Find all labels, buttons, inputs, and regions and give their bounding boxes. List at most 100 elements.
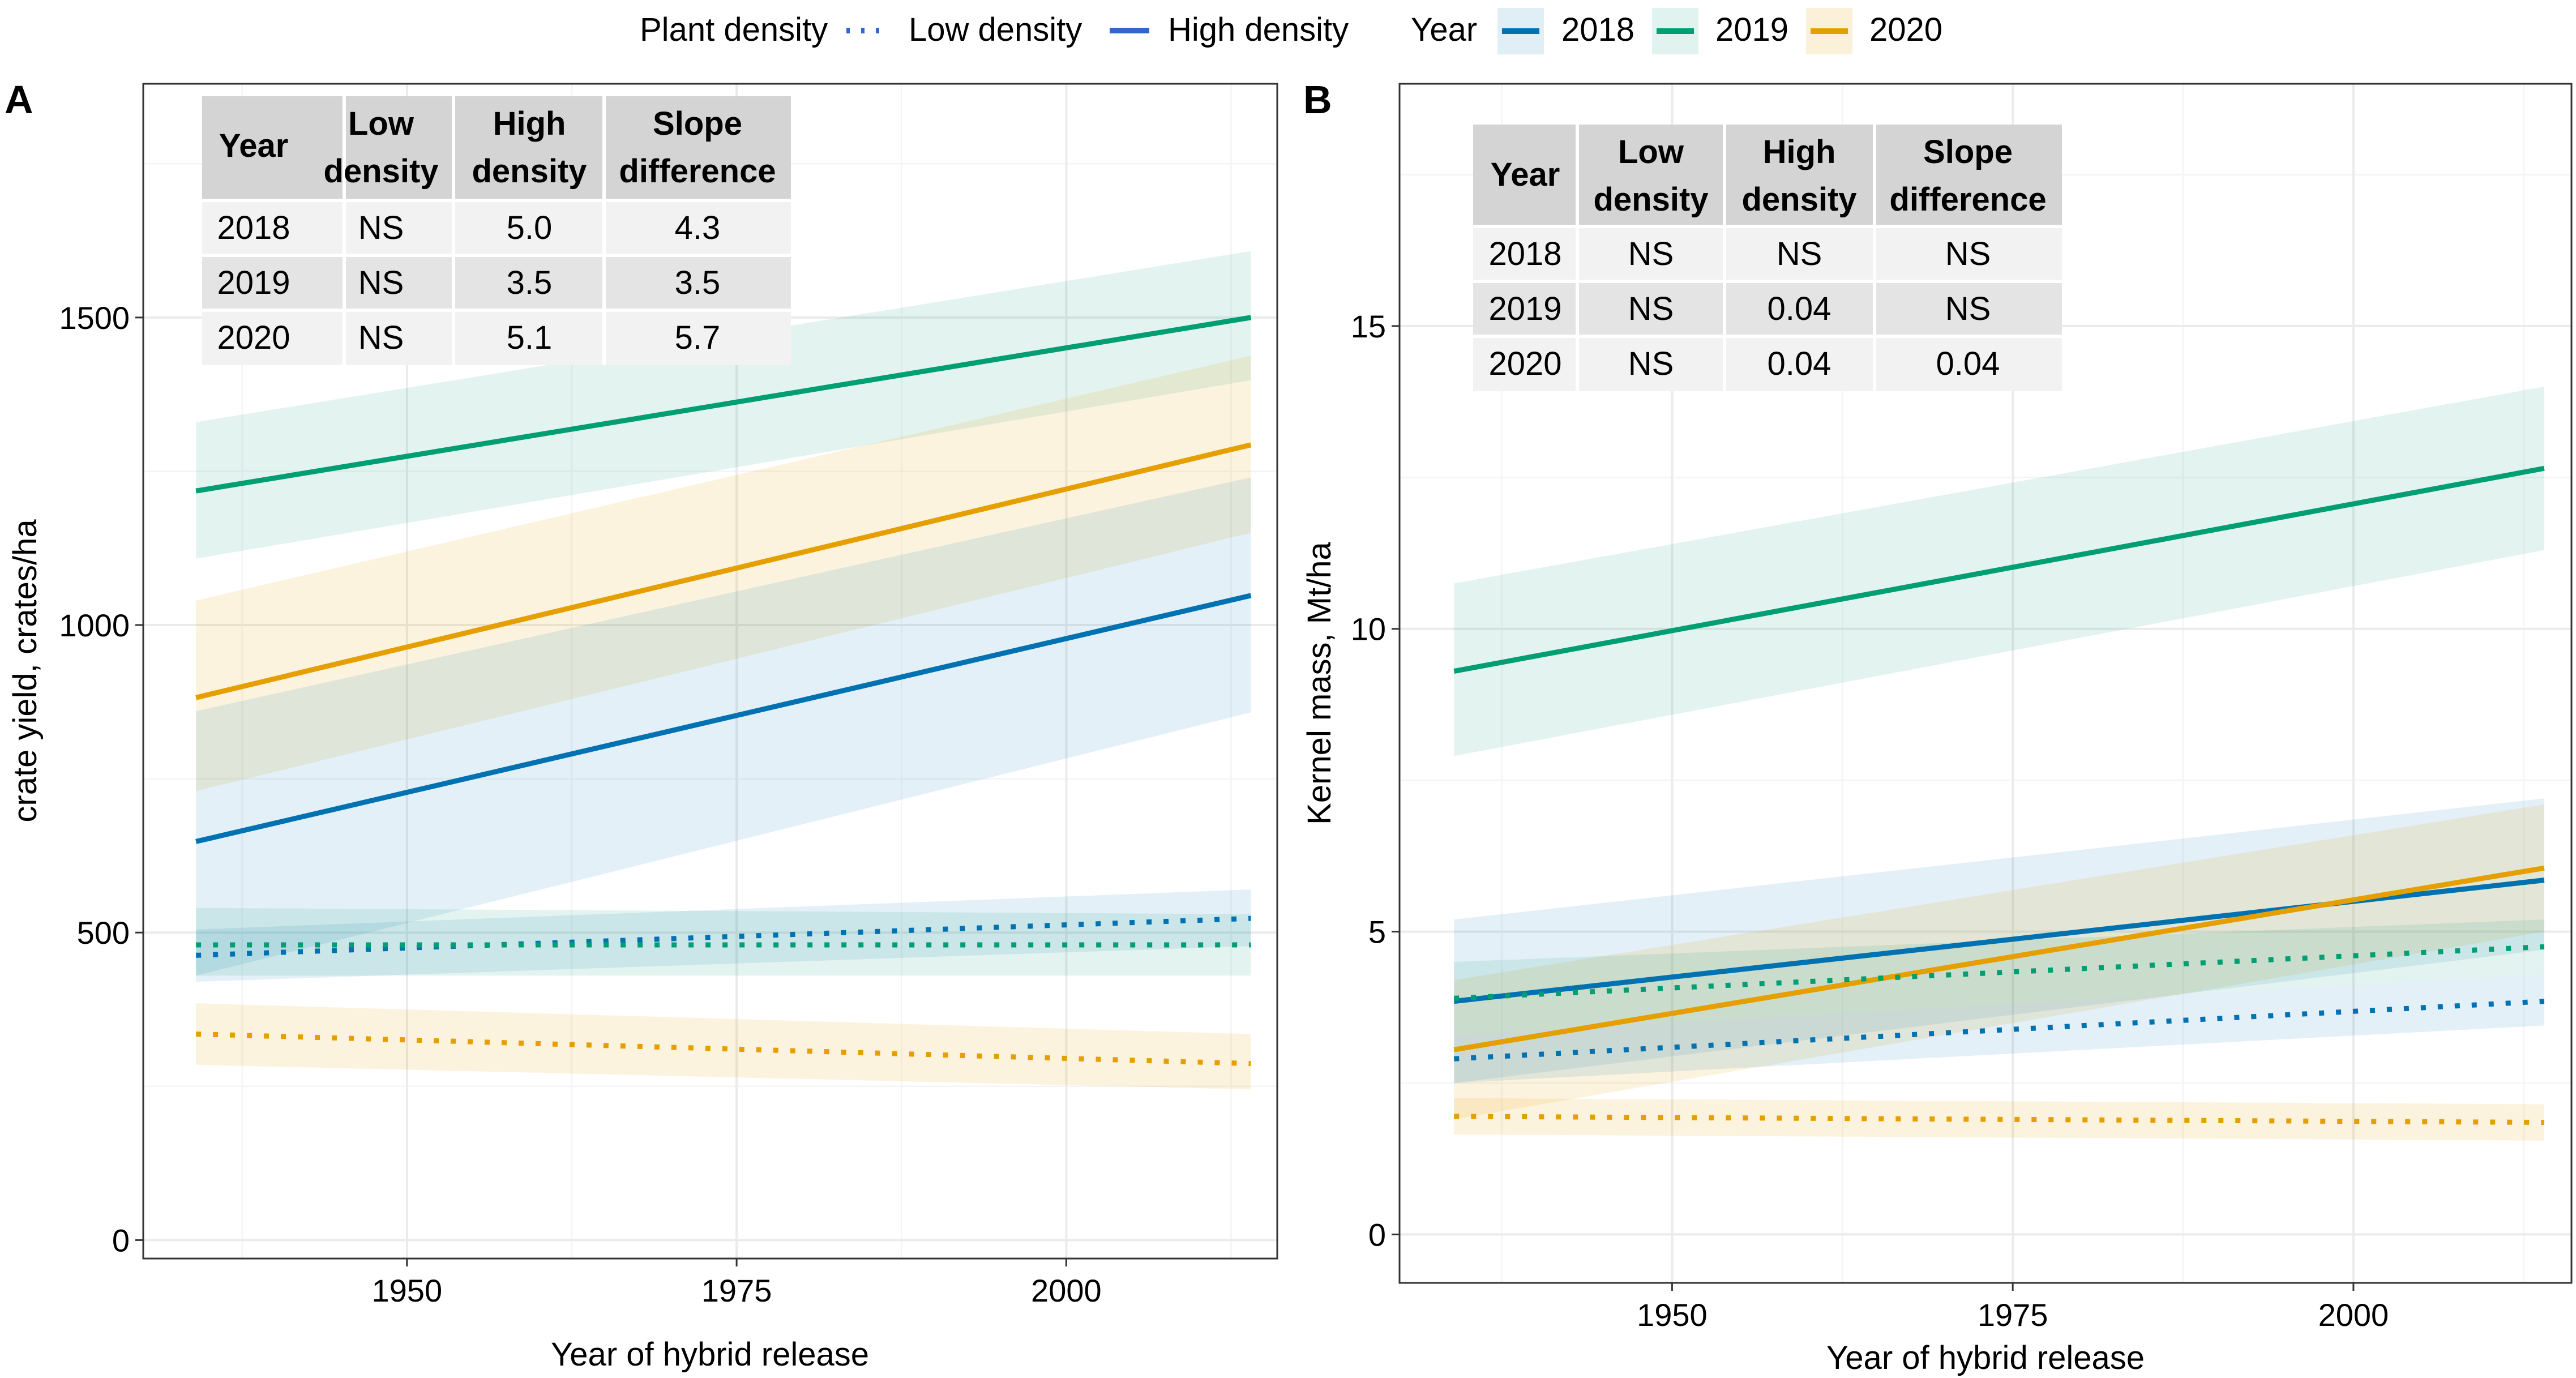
- legend-label-2019: 2019: [1715, 11, 1788, 48]
- panel-b: 1950 1975 2000 0 5 10 15: [1351, 83, 2573, 1333]
- table-a-cell: 2019: [217, 264, 290, 301]
- table-a-cell: NS: [358, 319, 404, 356]
- series-line-2019-low-density: [1454, 944, 2545, 1001]
- series-line-2019-high-density: [195, 315, 1252, 494]
- panel-b-lines: [1453, 465, 2545, 1125]
- series-line-2020-low-density: [1454, 1114, 2544, 1125]
- table-a-cell-borders: [202, 96, 791, 365]
- panel-b-label: B: [1303, 78, 1332, 122]
- table-a-cell: 2020: [217, 319, 290, 356]
- legend-label-2020: 2020: [1869, 11, 1942, 48]
- panel-b-ylabel: Kernel mass, Mt/ha: [1301, 541, 1338, 824]
- y-tick-label: 1000: [59, 607, 130, 643]
- y-tick-label: 1500: [59, 300, 130, 336]
- legend-title-plant-density: Plant density: [640, 11, 828, 48]
- table-b-header-year: Year: [1491, 156, 1560, 193]
- table-b-header-slope-1: Slope: [1923, 134, 2013, 170]
- table-a-cell: 3.5: [507, 264, 553, 301]
- panel-b-table: Year Low density High density Slope diff…: [1473, 125, 2062, 391]
- ci-band-2020-high: [1454, 804, 2544, 1120]
- y-tick-label: 5: [1368, 914, 1386, 950]
- table-a-cell: 3.5: [675, 264, 721, 301]
- y-tick-label: 0: [1368, 1217, 1386, 1252]
- x-tick-label: 1950: [372, 1273, 443, 1308]
- table-b-cell: 0.04: [1768, 345, 1832, 382]
- table-b-header-high-2: density: [1741, 181, 1856, 218]
- x-tick-label: 1950: [1637, 1297, 1708, 1333]
- table-a-cell: 5.1: [507, 319, 553, 356]
- table-a-cell: 5.0: [507, 209, 553, 246]
- table-a-header-year: Year: [219, 127, 289, 164]
- table-a-cell: 5.7: [675, 319, 721, 356]
- table-a-row-bg: [202, 255, 791, 310]
- legend-label-high-density: High density: [1168, 11, 1349, 48]
- table-b-header-bg: [1473, 125, 2062, 226]
- panel-a-ylabel: crate yield, crates/ha: [7, 519, 44, 823]
- table-b-cell: NS: [1628, 290, 1674, 327]
- table-a-header-bg: [202, 96, 791, 200]
- table-b-cell-borders: [1473, 125, 2062, 391]
- panel-a-xlabel: Year of hybrid release: [551, 1336, 869, 1373]
- panel-b-xlabel: Year of hybrid release: [1826, 1340, 2145, 1376]
- panel-a-ticks: 1950 1975 2000 0 500 1000 1500: [59, 300, 1101, 1308]
- y-tick-label: 10: [1351, 611, 1386, 647]
- table-a-header-low-2: density: [323, 153, 438, 190]
- table-b-cell: NS: [1628, 345, 1674, 382]
- legend-title-year: Year: [1411, 11, 1477, 48]
- panel-a-ci-bands: [196, 251, 1251, 1090]
- panel-b-border: [1398, 83, 2573, 1284]
- y-tick-label: 15: [1351, 309, 1386, 344]
- series-line-2018-low-density: [1454, 999, 2545, 1062]
- table-b-cell: NS: [1777, 236, 1822, 272]
- table-a-cell: NS: [358, 264, 404, 301]
- panel-a-table: Year Low density High density Slope diff…: [202, 96, 791, 365]
- x-tick-label: 1975: [1978, 1297, 2048, 1333]
- table-b-row-bg: [1473, 281, 2062, 336]
- series-line-2018-high-density: [195, 593, 1252, 844]
- table-b-header-slope-2: difference: [1889, 181, 2046, 218]
- table-a-row-bg: [202, 310, 791, 365]
- table-b-cell: NS: [1945, 290, 1991, 327]
- legend-label-low-density: Low density: [909, 11, 1082, 48]
- legend: Plant density Low density High density Y…: [640, 8, 1942, 54]
- table-b-header-high-1: High: [1763, 134, 1836, 170]
- panel-b-ticks: 1950 1975 2000 0 5 10 15: [1351, 309, 2389, 1333]
- table-a-row-bg: [202, 200, 791, 255]
- table-b-cell: 0.04: [1768, 290, 1832, 327]
- x-tick-label: 1975: [701, 1273, 772, 1308]
- table-a-header-slope-2: difference: [619, 153, 776, 190]
- y-tick-label: 0: [112, 1222, 130, 1258]
- table-a-cell: NS: [358, 209, 404, 246]
- panel-a: 1950 1975 2000 0 500 1000 1500: [59, 83, 1278, 1308]
- ci-band-2019-low: [196, 908, 1251, 976]
- table-a-cell: 4.3: [675, 209, 721, 246]
- table-b-row-bg: [1473, 336, 2062, 391]
- table-a-header-low-1: Low: [348, 105, 414, 142]
- series-line-2020-high-density: [195, 442, 1252, 700]
- x-tick-label: 2000: [1031, 1273, 1102, 1308]
- series-line-2019-high-density: [1453, 465, 2545, 674]
- panel-a-grid: [143, 84, 1277, 1259]
- table-b-cell: NS: [1628, 236, 1674, 272]
- table-b-header-low-2: density: [1593, 181, 1708, 218]
- table-b-cell: 2018: [1488, 236, 1561, 272]
- series-line-2020-high-density: [1453, 865, 2545, 1052]
- table-a-header-high-1: High: [493, 105, 566, 142]
- panel-a-border: [142, 83, 1278, 1260]
- panel-a-label: A: [5, 78, 33, 122]
- panel-a-lines: [195, 315, 1252, 1067]
- y-tick-label: 500: [77, 915, 130, 951]
- table-a-header-slope-1: Slope: [653, 105, 742, 142]
- legend-label-2018: 2018: [1561, 11, 1634, 48]
- series-line-2018-low-density: [196, 915, 1251, 958]
- table-b-header-low-1: Low: [1618, 134, 1684, 170]
- x-tick-label: 2000: [2318, 1297, 2389, 1333]
- table-b-row-bg: [1473, 226, 2062, 281]
- table-b-cell: 2020: [1488, 345, 1561, 382]
- table-a-cell: 2018: [217, 209, 290, 246]
- series-line-2020-low-density: [196, 1031, 1251, 1067]
- table-b-cell: 2019: [1488, 290, 1561, 327]
- table-b-cell: 0.04: [1936, 345, 2000, 382]
- table-b-cell: NS: [1945, 236, 1991, 272]
